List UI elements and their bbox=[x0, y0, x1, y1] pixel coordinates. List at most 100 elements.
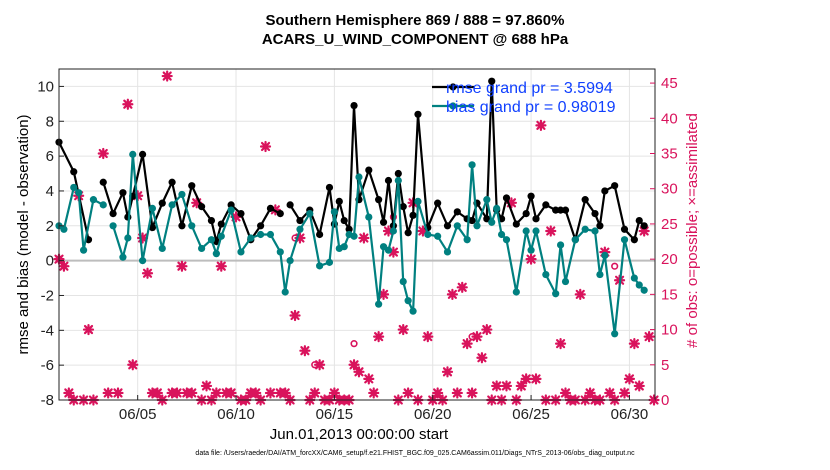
y2-tick-label: 35 bbox=[661, 146, 678, 163]
obs-count-star bbox=[422, 331, 434, 343]
rmse-point bbox=[325, 183, 334, 192]
obs-count-star bbox=[58, 260, 70, 272]
obs-count-marker bbox=[525, 253, 537, 265]
obs-count-star bbox=[373, 331, 385, 343]
obs-count-marker bbox=[97, 147, 109, 160]
obs-count-marker bbox=[456, 281, 468, 293]
y-tick-label: 8 bbox=[46, 113, 54, 130]
bias-point bbox=[630, 274, 638, 282]
obs-count-marker bbox=[309, 387, 321, 399]
obs-count-star bbox=[200, 380, 213, 392]
obs-count-marker bbox=[491, 380, 503, 392]
bias-point bbox=[571, 236, 579, 244]
x-tick-label: 06/10 bbox=[217, 406, 255, 423]
obs-count-star bbox=[141, 267, 154, 279]
bias-point bbox=[561, 277, 570, 286]
obs-count-marker bbox=[294, 232, 306, 244]
x-tick-label: 06/30 bbox=[611, 406, 649, 423]
obs-count-star bbox=[633, 380, 645, 392]
rmse-point bbox=[237, 209, 245, 218]
obs-count-marker bbox=[441, 366, 454, 378]
obs-count-marker bbox=[363, 373, 375, 385]
bias-point bbox=[434, 232, 442, 240]
obs-count-marker bbox=[314, 359, 326, 371]
rmse-point bbox=[453, 208, 461, 216]
obs-count-star bbox=[127, 359, 139, 371]
bias-point bbox=[99, 201, 107, 209]
obs-count-star bbox=[525, 253, 537, 265]
obs-count-marker bbox=[402, 387, 414, 399]
bias-point bbox=[109, 222, 117, 230]
obs-count-marker bbox=[151, 387, 163, 399]
chart-subtitle: ACARS_U_WIND_COMPONENT @ 688 hPa bbox=[261, 31, 569, 48]
bias-point bbox=[497, 230, 506, 239]
bias-point bbox=[138, 257, 147, 265]
rmse-point bbox=[561, 206, 570, 214]
bias-point bbox=[158, 244, 166, 253]
bias-point bbox=[198, 244, 206, 253]
bias-point bbox=[276, 248, 284, 256]
bias-point bbox=[414, 197, 422, 205]
x-tick-label: 06/20 bbox=[414, 406, 452, 423]
obs-count-marker bbox=[545, 225, 557, 237]
obs-count-marker bbox=[373, 331, 385, 343]
bias-point bbox=[129, 150, 137, 158]
obs-count-marker bbox=[127, 359, 139, 371]
obs-count-marker bbox=[559, 387, 572, 399]
obs-count-star bbox=[500, 380, 513, 392]
rmse-point bbox=[443, 222, 452, 230]
bias-point bbox=[483, 196, 491, 204]
bias-point bbox=[124, 234, 132, 242]
obs-count-star bbox=[545, 225, 557, 237]
obs-count-star bbox=[230, 211, 242, 223]
obs-count-star bbox=[122, 98, 134, 110]
obs-count-marker bbox=[530, 373, 542, 385]
obs-count-marker bbox=[476, 352, 488, 364]
bias-point bbox=[227, 206, 235, 214]
obs-count-star bbox=[210, 387, 222, 399]
obs-count-marker bbox=[377, 288, 390, 300]
bias-point bbox=[207, 236, 216, 244]
rmse-point bbox=[434, 199, 442, 207]
obs-count-star bbox=[515, 380, 527, 392]
obs-count-star bbox=[481, 323, 493, 336]
obs-count-star bbox=[628, 338, 640, 350]
obs-possible-circle bbox=[350, 340, 358, 348]
rmse-point bbox=[512, 220, 520, 228]
bias-point bbox=[79, 246, 88, 254]
rmse-point bbox=[630, 236, 638, 244]
rmse-point bbox=[375, 196, 383, 204]
bias-point bbox=[148, 204, 157, 212]
obs-count-star bbox=[432, 387, 444, 399]
obs-count-star bbox=[446, 288, 458, 300]
obs-count-star bbox=[294, 232, 306, 244]
obs-count-star bbox=[97, 147, 109, 160]
bias-point bbox=[316, 262, 324, 270]
obs-count-star bbox=[259, 140, 272, 153]
obs-count-star bbox=[377, 288, 390, 300]
bias-point bbox=[527, 246, 535, 254]
obs-count-marker bbox=[186, 387, 198, 399]
x-tick-label: 06/05 bbox=[119, 406, 157, 423]
rmse-point bbox=[414, 110, 422, 118]
rmse-point bbox=[384, 176, 393, 185]
rmse-point bbox=[158, 199, 166, 207]
bias-point bbox=[468, 161, 476, 169]
bias-point bbox=[473, 222, 481, 230]
obs-count-marker bbox=[353, 366, 365, 378]
bias-point bbox=[306, 209, 314, 218]
obs-count-marker bbox=[471, 331, 483, 343]
obs-count-star bbox=[530, 373, 542, 385]
bias-point bbox=[502, 236, 511, 244]
obs-count-star bbox=[82, 323, 95, 336]
obs-count-marker bbox=[604, 387, 616, 399]
rmse-point bbox=[335, 197, 343, 205]
rmse-point bbox=[399, 203, 407, 211]
obs-count-marker bbox=[461, 338, 473, 350]
y-tick-label: -8 bbox=[41, 392, 54, 409]
x-axis-label: Jun.01,2013 00:00:00 start bbox=[269, 426, 449, 443]
y2-tick-label: 15 bbox=[661, 286, 678, 303]
bias-point bbox=[591, 227, 599, 235]
y-tick-label: -6 bbox=[41, 357, 54, 374]
